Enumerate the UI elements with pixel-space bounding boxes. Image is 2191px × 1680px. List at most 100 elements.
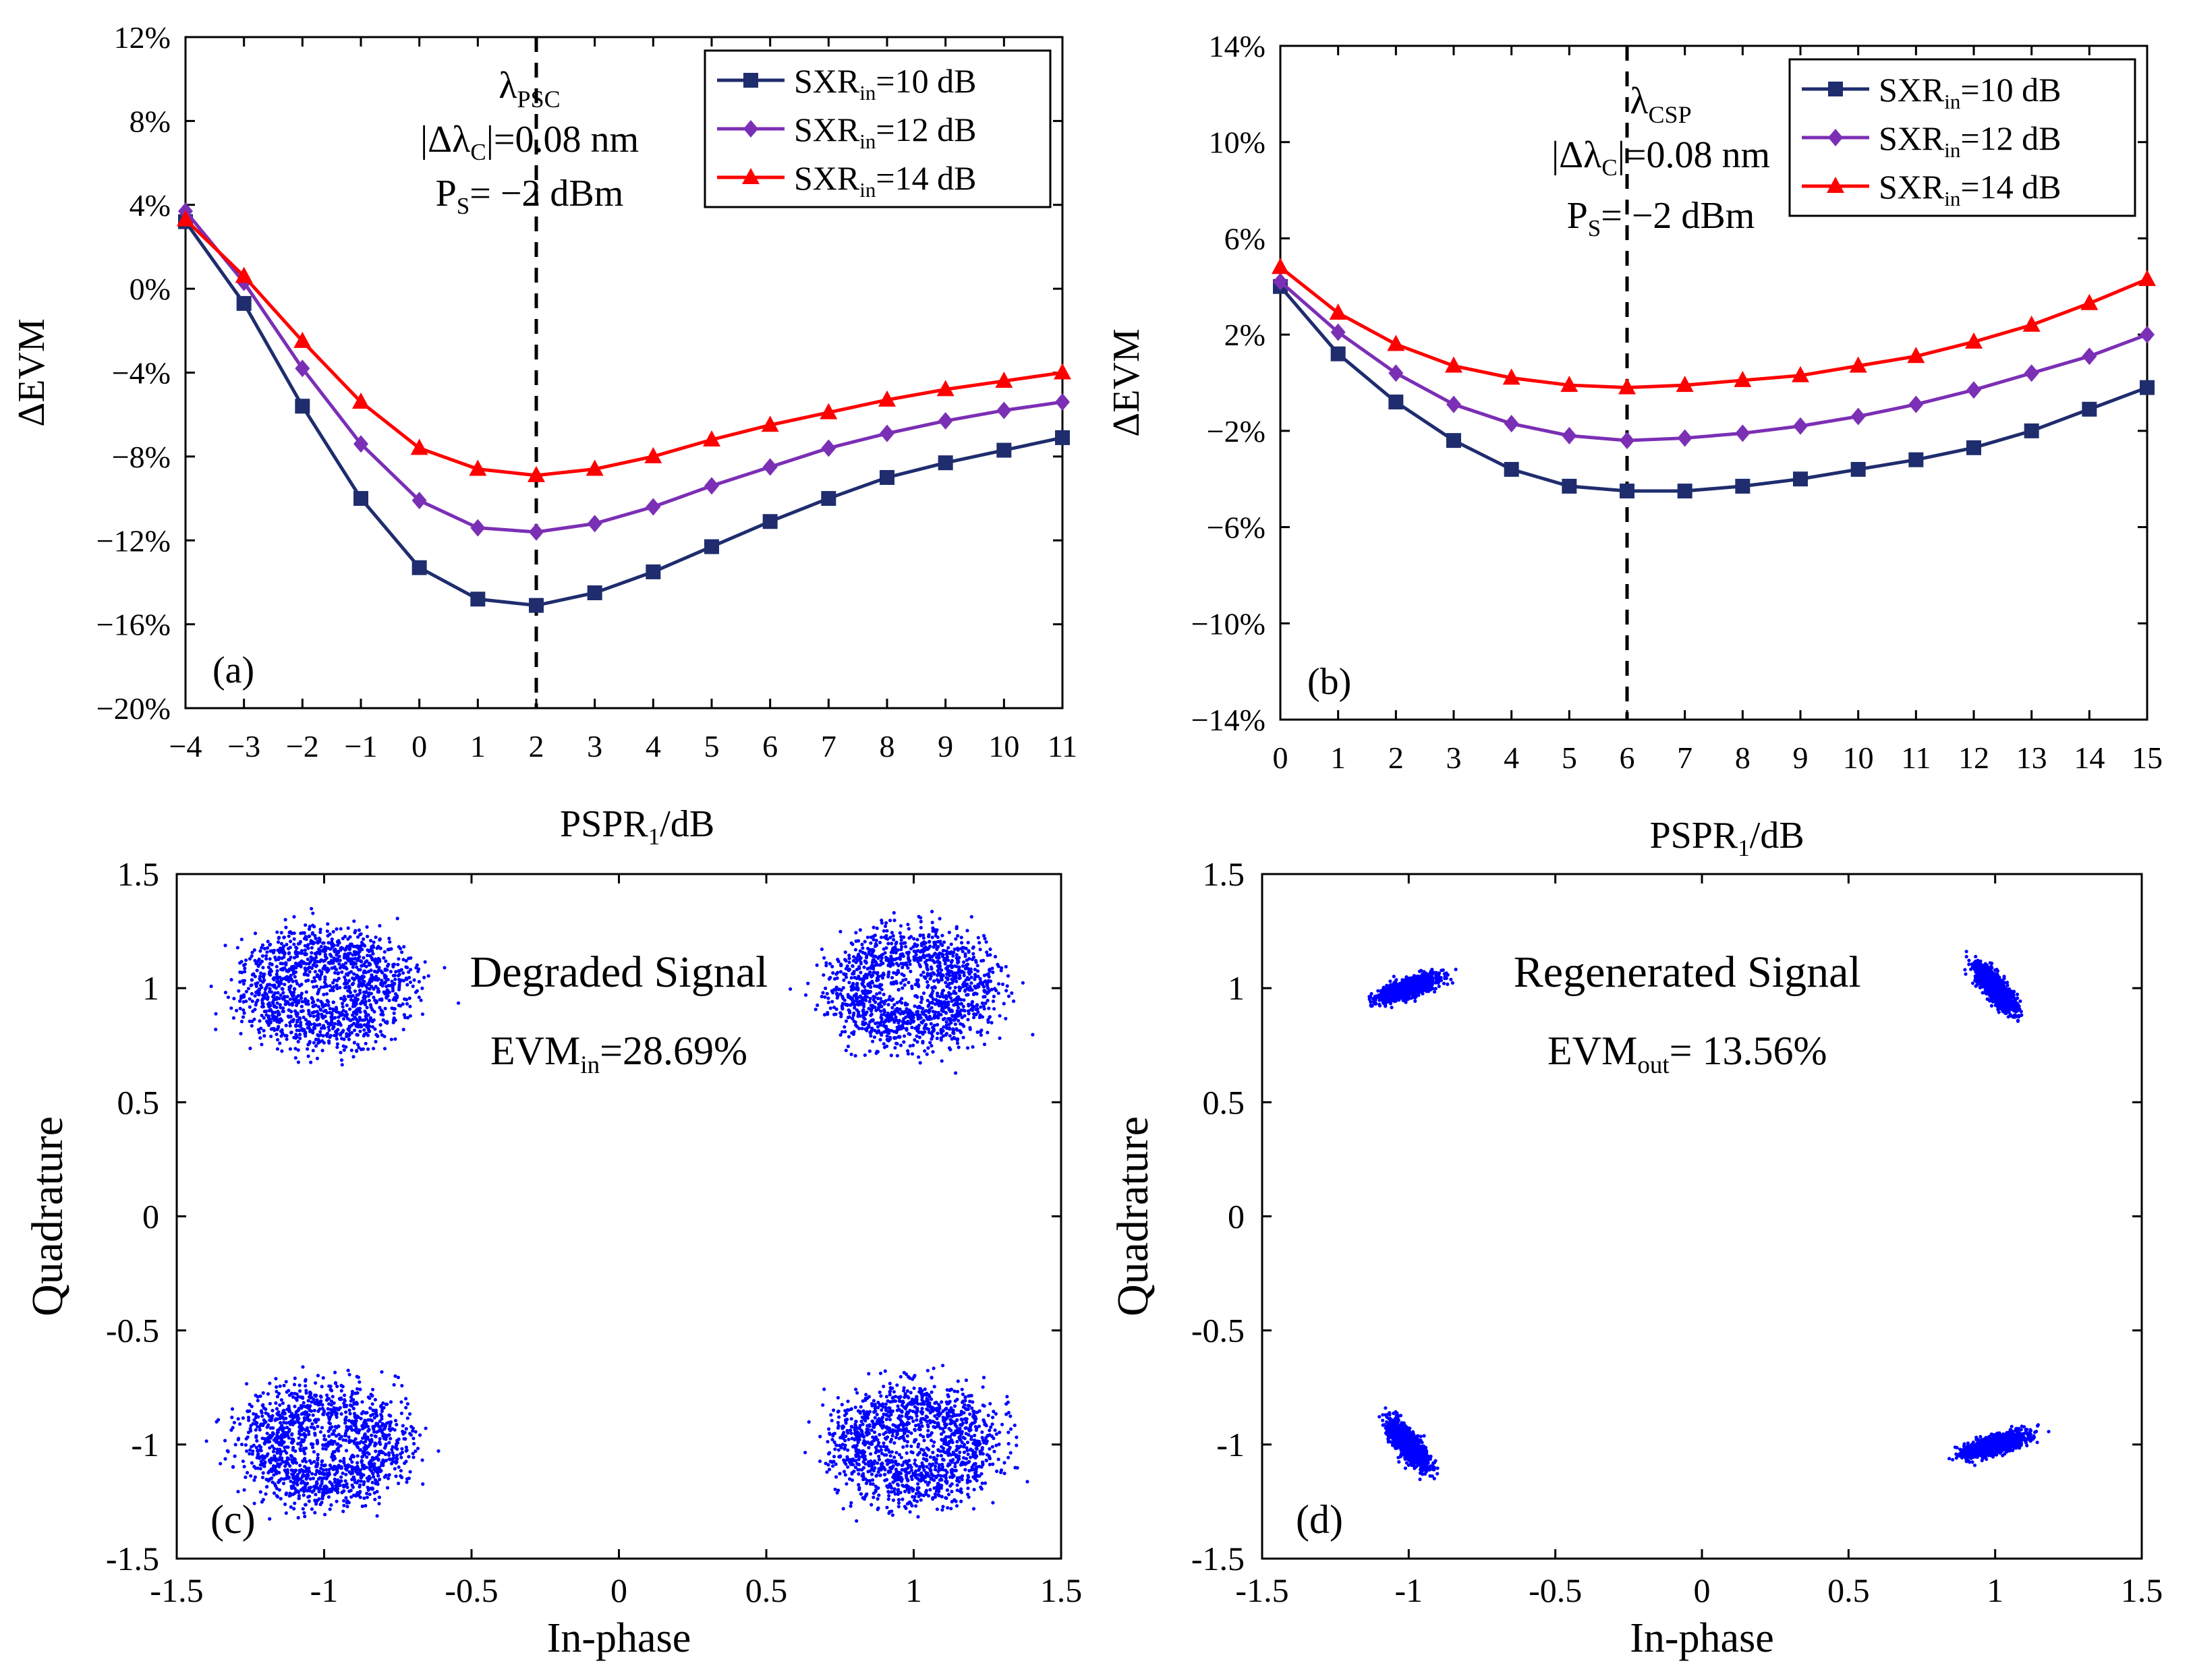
constellation-point: [358, 1387, 362, 1391]
constellation-point: [277, 1391, 281, 1395]
constellation-point: [296, 1515, 300, 1519]
constellation-point: [1021, 981, 1025, 985]
constellation-point: [943, 962, 947, 966]
constellation-point: [236, 1438, 240, 1442]
legend-entry-sub: in: [1944, 187, 1961, 210]
constellation-point: [254, 1420, 258, 1424]
constellation-point: [355, 1454, 360, 1458]
constellation-point: [886, 1003, 890, 1007]
constellation-point: [377, 1495, 382, 1499]
constellation-point: [243, 970, 247, 974]
constellation-point: [274, 986, 279, 990]
constellation-point: [350, 1471, 355, 1475]
constellation-point: [824, 961, 828, 965]
constellation-point: [841, 996, 845, 1001]
constellation-point: [844, 958, 848, 963]
constellation-point: [286, 1001, 290, 1005]
constellation-point: [358, 950, 362, 954]
constellation-point: [322, 993, 326, 997]
constellation-point: [316, 1034, 320, 1038]
constellation-point: [411, 1426, 416, 1430]
constellation-point: [403, 1016, 407, 1020]
constellation-point: [304, 1391, 308, 1395]
constellation-point: [279, 993, 283, 997]
constellation-point: [399, 1400, 403, 1404]
constellation-point: [239, 960, 244, 964]
constellation-point: [862, 1022, 866, 1026]
constellation-point: [320, 1497, 324, 1501]
data-point-triangle: [2138, 270, 2156, 287]
constellation-point: [317, 1040, 321, 1044]
constellation-point: [998, 1014, 1002, 1018]
constellation-point: [965, 1441, 970, 1445]
constellation-point: [878, 1002, 882, 1006]
annotation-delta-lambda-sub: C: [470, 139, 486, 165]
constellation-point: [847, 1035, 851, 1039]
constellation-point: [308, 1485, 313, 1489]
constellation-point: [253, 958, 257, 962]
constellation-point: [281, 968, 285, 972]
constellation-point: [297, 1429, 302, 1433]
constellation-point: [898, 931, 902, 935]
constellation-point: [293, 1056, 297, 1060]
constellation-point: [260, 943, 265, 947]
constellation-point: [370, 1455, 374, 1459]
constellation-point: [919, 925, 923, 930]
constellation-point: [358, 968, 362, 972]
constellation-point: [266, 1392, 270, 1396]
constellation-point: [291, 1019, 295, 1023]
constellation-point: [962, 960, 966, 964]
constellation-point: [335, 987, 339, 991]
constellation-point: [969, 975, 973, 979]
constellation-point: [279, 942, 283, 946]
constellation-point: [1004, 1016, 1008, 1020]
constellation-point: [399, 1455, 403, 1459]
constellation-point: [988, 967, 992, 971]
constellation-point: [339, 927, 343, 931]
constellation-point: [268, 1401, 272, 1406]
constellation-point: [385, 1435, 389, 1439]
constellation-point: [991, 1000, 996, 1004]
y-tick-label: −20%: [96, 691, 171, 726]
constellation-point: [223, 1457, 227, 1461]
constellation-point: [232, 997, 236, 1001]
data-point-square: [2024, 423, 2039, 438]
constellation-point: [275, 980, 279, 984]
constellation-point: [352, 1041, 357, 1045]
data-point-diamond: [411, 492, 427, 510]
constellation-point: [347, 1440, 351, 1444]
legend-entry: SXRin=14 dB: [1879, 168, 2061, 210]
constellation-point: [939, 1031, 943, 1035]
constellation-point: [959, 986, 963, 990]
constellation-point: [874, 943, 879, 948]
constellation-point: [252, 1478, 256, 1482]
constellation-point: [936, 964, 941, 968]
y-tick-label: -0.5: [106, 1312, 159, 1350]
constellation-point: [307, 1430, 311, 1434]
constellation-point: [339, 1475, 343, 1479]
constellation-point: [349, 1457, 353, 1461]
constellation-point: [296, 1413, 300, 1418]
constellation-point: [930, 1037, 934, 1041]
constellation-point: [861, 1016, 866, 1020]
constellation-point: [302, 1449, 306, 1453]
y-tick-label: −14%: [1191, 703, 1265, 737]
constellation-point: [965, 962, 970, 966]
constellation-point: [320, 1403, 324, 1407]
constellation-point: [266, 939, 270, 944]
x-tick-label: -0.5: [445, 1571, 498, 1609]
legend-entry-main: SXR: [1879, 119, 1945, 157]
constellation-point: [950, 965, 955, 969]
constellation-point: [889, 962, 893, 966]
constellation-point: [277, 1018, 281, 1022]
constellation-point: [874, 938, 878, 943]
constellation-point: [379, 1469, 383, 1473]
constellation-point: [318, 1030, 322, 1034]
constellation-point: [337, 939, 341, 943]
constellation-point: [364, 1014, 368, 1018]
constellation-point: [332, 1401, 336, 1405]
constellation-point: [326, 1025, 331, 1029]
chart-panel-c: -1.5 -1 -0.5 0 0.5 1 1.51.510.50-0.5-1-1.5In-p…: [23, 855, 1082, 1661]
constellation-point: [947, 969, 951, 973]
constellation-point: [957, 1006, 961, 1010]
